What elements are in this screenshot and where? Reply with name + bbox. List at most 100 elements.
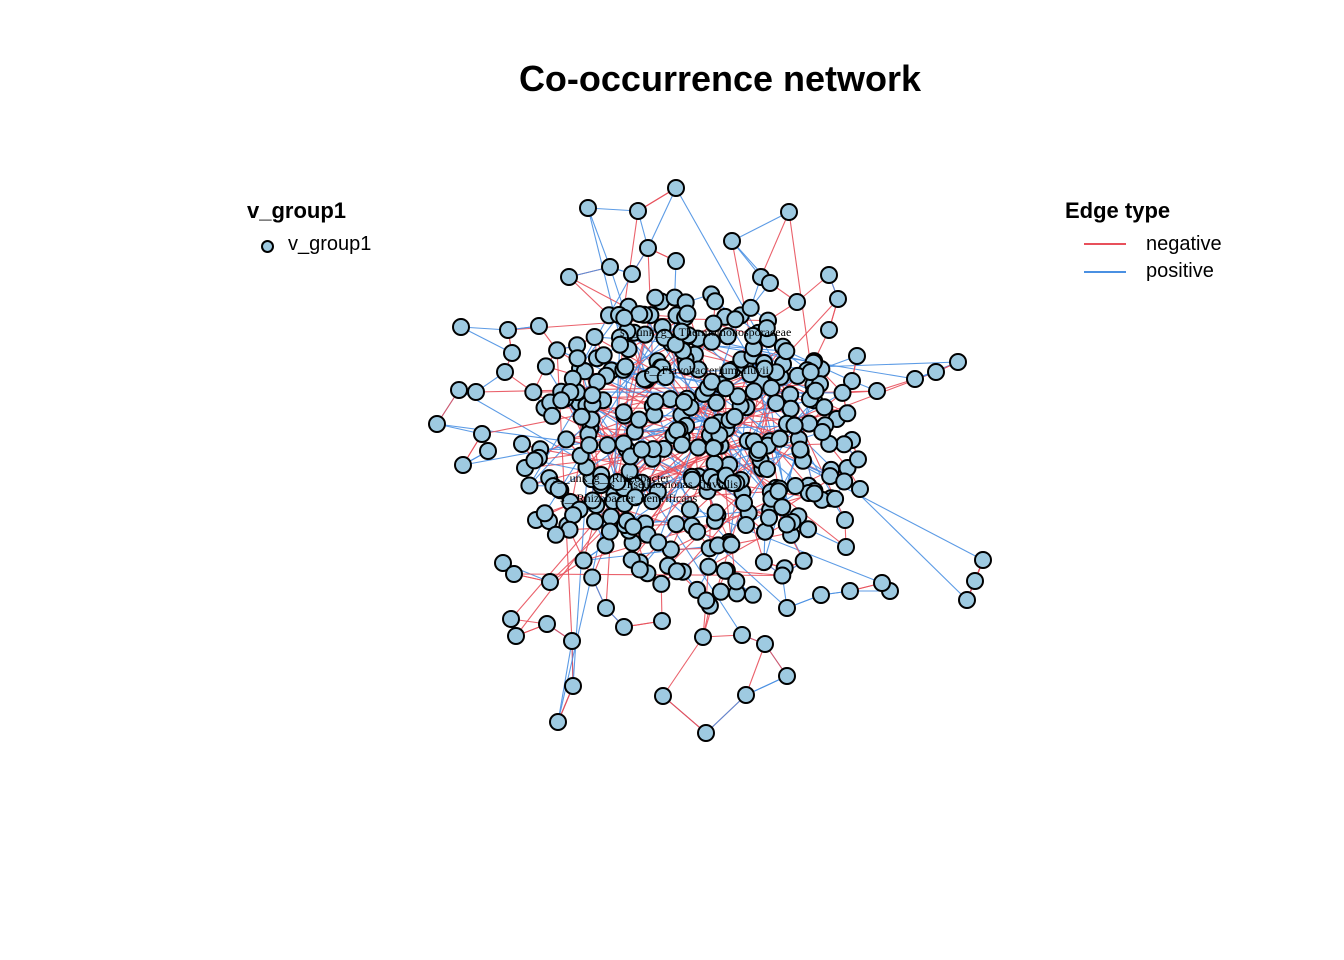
network-node bbox=[737, 686, 755, 704]
network-node bbox=[546, 525, 565, 544]
edge-legend-negative-label: negative bbox=[1146, 233, 1222, 255]
network-node bbox=[646, 288, 665, 307]
network-node bbox=[614, 403, 633, 422]
network-node bbox=[680, 500, 699, 519]
network-node bbox=[630, 305, 649, 324]
network-node bbox=[873, 574, 891, 592]
network-node bbox=[949, 353, 967, 371]
edge-legend-negative-swatch bbox=[1084, 243, 1126, 245]
network-node bbox=[820, 321, 838, 339]
network-node bbox=[639, 239, 657, 257]
network-node bbox=[580, 436, 599, 455]
network-node bbox=[568, 349, 587, 368]
network-node bbox=[770, 429, 789, 448]
network-node bbox=[629, 202, 647, 220]
network-node bbox=[507, 627, 525, 645]
negative-edge bbox=[745, 643, 766, 696]
network-node bbox=[835, 472, 854, 491]
negative-edge bbox=[662, 695, 707, 734]
network-node bbox=[552, 391, 571, 410]
network-node bbox=[744, 326, 762, 345]
network-node bbox=[849, 450, 867, 469]
positive-edge bbox=[557, 640, 573, 723]
network-node bbox=[564, 677, 582, 695]
network-node bbox=[564, 506, 583, 525]
network-node bbox=[716, 379, 735, 398]
positive-edge bbox=[705, 694, 747, 734]
network-node bbox=[496, 363, 514, 381]
negative-edge bbox=[726, 570, 783, 577]
network-node bbox=[829, 290, 847, 308]
network-node bbox=[505, 565, 523, 583]
network-node bbox=[615, 308, 634, 327]
network-node bbox=[600, 522, 619, 541]
network-node bbox=[841, 582, 859, 600]
network-node bbox=[835, 435, 854, 454]
network-node bbox=[706, 503, 725, 522]
network-node bbox=[586, 512, 604, 531]
network-node bbox=[711, 582, 730, 601]
network-node bbox=[624, 517, 643, 536]
network-node bbox=[548, 341, 567, 360]
network-node bbox=[636, 325, 655, 344]
network-node bbox=[722, 535, 741, 554]
network-node bbox=[812, 586, 830, 604]
network-node bbox=[678, 304, 697, 323]
network-node bbox=[760, 508, 778, 527]
network-node bbox=[699, 557, 718, 576]
network-node bbox=[697, 724, 715, 742]
network-node bbox=[927, 363, 945, 381]
network-node bbox=[758, 460, 776, 479]
network-node bbox=[452, 318, 470, 336]
network-node bbox=[646, 392, 665, 411]
positive-edge bbox=[587, 207, 611, 268]
network-node bbox=[608, 473, 627, 491]
network-node bbox=[716, 561, 734, 580]
network-node bbox=[837, 538, 855, 556]
network-node bbox=[848, 347, 866, 365]
node-label: s__unk_g__Thermomonosporaceae bbox=[620, 325, 791, 339]
network-node bbox=[851, 480, 869, 498]
network-node bbox=[706, 292, 725, 311]
network-node bbox=[762, 379, 781, 397]
network-node bbox=[583, 386, 602, 405]
network-node bbox=[667, 252, 685, 270]
network-node bbox=[623, 265, 641, 283]
network-node bbox=[744, 382, 763, 401]
network-node bbox=[454, 456, 472, 474]
network-node bbox=[801, 363, 820, 381]
network-node bbox=[520, 476, 539, 495]
positive-edge bbox=[528, 402, 580, 486]
network-node bbox=[702, 332, 721, 351]
network-node bbox=[833, 383, 852, 402]
network-node bbox=[503, 344, 521, 362]
network-node bbox=[672, 435, 691, 454]
node-legend-swatch bbox=[261, 240, 274, 253]
network-node bbox=[667, 562, 686, 581]
network-node bbox=[563, 632, 581, 650]
network-node bbox=[428, 415, 446, 433]
positive-edge bbox=[647, 187, 677, 249]
network-node bbox=[707, 393, 726, 412]
network-node bbox=[585, 328, 604, 346]
network-node bbox=[626, 488, 645, 507]
network-node bbox=[767, 394, 786, 413]
network-node bbox=[467, 383, 485, 401]
network-node bbox=[749, 440, 768, 459]
network-node bbox=[594, 346, 613, 365]
positive-edge bbox=[460, 326, 513, 354]
network-node bbox=[649, 533, 668, 552]
network-node bbox=[773, 566, 792, 585]
network-node bbox=[723, 474, 742, 493]
network-node bbox=[788, 293, 806, 311]
network-node bbox=[777, 342, 796, 361]
network-node bbox=[583, 491, 602, 510]
network-node bbox=[536, 357, 555, 376]
network-node bbox=[688, 522, 707, 541]
network-node bbox=[720, 362, 739, 380]
network-node bbox=[741, 298, 760, 317]
network-node bbox=[560, 268, 578, 286]
network-node bbox=[704, 314, 723, 333]
network-node bbox=[525, 451, 544, 470]
